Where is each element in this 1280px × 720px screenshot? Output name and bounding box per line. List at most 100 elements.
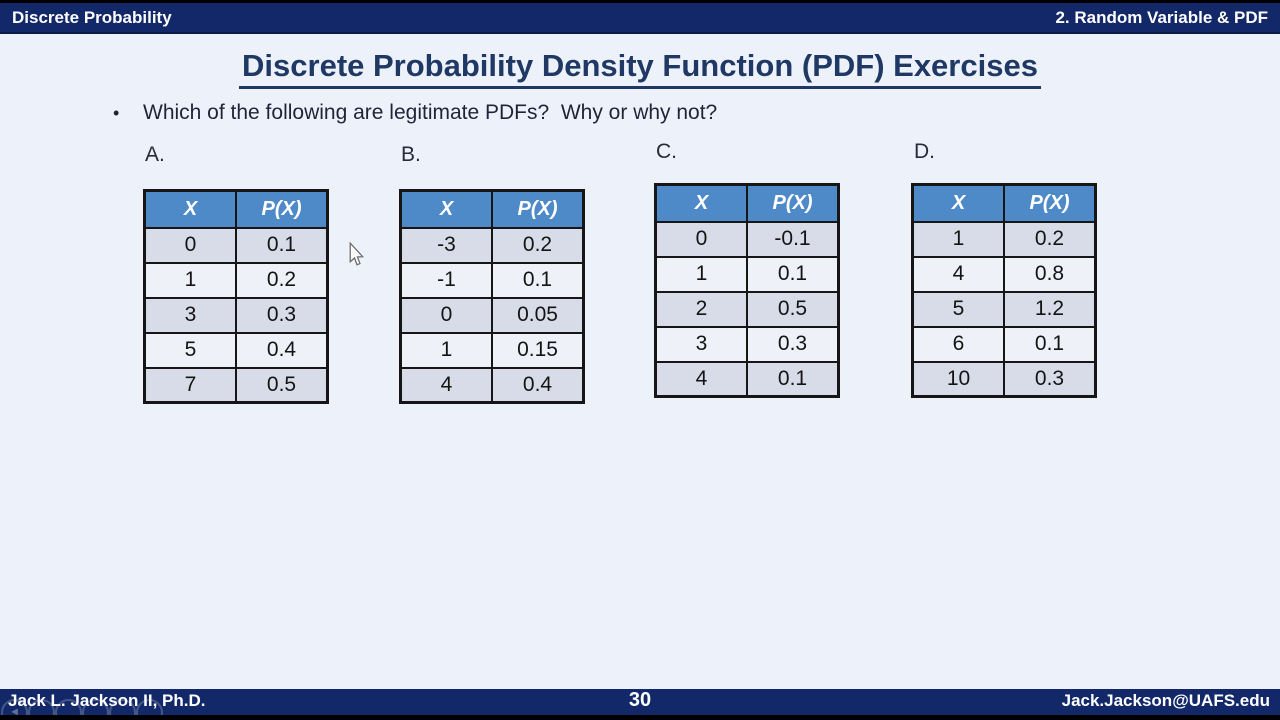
table-cell: 0 bbox=[143, 226, 237, 264]
pdf-table-b: X P(X) -3 0.2 -1 0.1 0 0.05 1 0.15 4 0.4 bbox=[399, 189, 585, 404]
table-cell: -0.1 bbox=[746, 220, 840, 258]
question-bullet: • Which of the following are legitimate … bbox=[113, 101, 717, 125]
table-cell: 6 bbox=[911, 325, 1005, 363]
bullet-icon: • bbox=[113, 103, 120, 123]
table-row: 4 0.1 bbox=[654, 360, 840, 398]
table-cell: 0.5 bbox=[235, 366, 329, 404]
column-header-px: P(X) bbox=[746, 183, 840, 223]
table-row: 3 0.3 bbox=[143, 296, 329, 334]
table-row: 5 0.4 bbox=[143, 331, 329, 369]
table-row: 3 0.3 bbox=[654, 325, 840, 363]
column-header-x: X bbox=[399, 189, 493, 229]
table-row: 4 0.8 bbox=[911, 255, 1097, 293]
header-chapter-title: 2. Random Variable & PDF bbox=[1055, 7, 1268, 27]
table-cell: 5 bbox=[143, 331, 237, 369]
player-control-icon[interactable] bbox=[28, 699, 55, 720]
table-row: 0 0.1 bbox=[143, 226, 329, 264]
table-cell: 2 bbox=[654, 290, 748, 328]
table-row: 10 0.3 bbox=[911, 360, 1097, 398]
table-cell: 1 bbox=[143, 261, 237, 299]
column-header-px: P(X) bbox=[235, 189, 329, 229]
table-cell: 4 bbox=[911, 255, 1005, 293]
player-rewind-icon[interactable]: ◄ bbox=[1, 699, 28, 720]
footer-email: Jack.Jackson@UAFS.edu bbox=[1061, 691, 1270, 710]
table-header-row: X P(X) bbox=[399, 189, 585, 229]
table-header-row: X P(X) bbox=[654, 183, 840, 223]
table-cell: 1 bbox=[654, 255, 748, 293]
table-cell: 0.3 bbox=[235, 296, 329, 334]
top-border-strip bbox=[0, 0, 1280, 3]
table-label-d: D. bbox=[914, 140, 935, 163]
mouse-cursor-icon bbox=[347, 241, 365, 272]
table-label-b: B. bbox=[401, 143, 421, 166]
table-cell: 0.4 bbox=[491, 366, 585, 404]
pdf-table-c: X P(X) 0 -0.1 1 0.1 2 0.5 3 0.3 4 0.1 bbox=[654, 183, 840, 398]
table-cell: 3 bbox=[654, 325, 748, 363]
slide-footer-bar: Jack L. Jackson II, Ph.D. 30 Jack.Jackso… bbox=[0, 689, 1280, 715]
table-cell: 0.4 bbox=[235, 331, 329, 369]
table-cell: -3 bbox=[399, 226, 493, 264]
table-label-c: C. bbox=[656, 140, 677, 163]
table-row: 5 1.2 bbox=[911, 290, 1097, 328]
page-number: 30 bbox=[628, 689, 652, 711]
table-cell: 4 bbox=[399, 366, 493, 404]
table-row: 1 0.15 bbox=[399, 331, 585, 369]
table-cell: 5 bbox=[911, 290, 1005, 328]
pdf-table-d: X P(X) 1 0.2 4 0.8 5 1.2 6 0.1 10 0.3 bbox=[911, 183, 1097, 398]
slide-title-row: Discrete Probability Density Function (P… bbox=[0, 48, 1280, 89]
table-cell: -1 bbox=[399, 261, 493, 299]
column-header-px: P(X) bbox=[1003, 183, 1097, 223]
slide-header-bar: Discrete Probability 2. Random Variable … bbox=[0, 3, 1280, 34]
table-label-a: A. bbox=[145, 143, 165, 166]
question-text: Which of the following are legitimate PD… bbox=[143, 101, 718, 124]
bottom-border-strip bbox=[0, 715, 1280, 720]
table-row: 7 0.5 bbox=[143, 366, 329, 404]
table-cell: 0.1 bbox=[235, 226, 329, 264]
table-cell: 4 bbox=[654, 360, 748, 398]
player-control-icon[interactable] bbox=[109, 699, 136, 720]
player-control-icon[interactable] bbox=[55, 699, 82, 720]
pdf-table-a: X P(X) 0 0.1 1 0.2 3 0.3 5 0.4 7 0.5 bbox=[143, 189, 329, 404]
table-row: 0 0.05 bbox=[399, 296, 585, 334]
table-cell: 0.1 bbox=[1003, 325, 1097, 363]
column-header-x: X bbox=[911, 183, 1005, 223]
table-cell: 0.3 bbox=[746, 325, 840, 363]
table-cell: 1.2 bbox=[1003, 290, 1097, 328]
table-row: 1 0.1 bbox=[654, 255, 840, 293]
table-header-row: X P(X) bbox=[143, 189, 329, 229]
table-cell: 0 bbox=[654, 220, 748, 258]
table-header-row: X P(X) bbox=[911, 183, 1097, 223]
table-cell: 1 bbox=[399, 331, 493, 369]
player-control-icon[interactable] bbox=[82, 699, 109, 720]
header-section-title: Discrete Probability bbox=[12, 7, 172, 27]
table-row: -1 0.1 bbox=[399, 261, 585, 299]
table-cell: 0.15 bbox=[491, 331, 585, 369]
page-title: Discrete Probability Density Function (P… bbox=[239, 48, 1041, 89]
table-row: 6 0.1 bbox=[911, 325, 1097, 363]
table-cell: 0.1 bbox=[746, 360, 840, 398]
table-cell: 0.2 bbox=[235, 261, 329, 299]
table-cell: 0.1 bbox=[746, 255, 840, 293]
table-cell: 1 bbox=[911, 220, 1005, 258]
table-row: 1 0.2 bbox=[911, 220, 1097, 258]
table-row: -3 0.2 bbox=[399, 226, 585, 264]
player-control-icon[interactable] bbox=[136, 699, 163, 720]
table-cell: 0.2 bbox=[1003, 220, 1097, 258]
table-cell: 10 bbox=[911, 360, 1005, 398]
table-cell: 3 bbox=[143, 296, 237, 334]
table-row: 1 0.2 bbox=[143, 261, 329, 299]
table-cell: 0.05 bbox=[491, 296, 585, 334]
table-cell: 0.3 bbox=[1003, 360, 1097, 398]
table-cell: 7 bbox=[143, 366, 237, 404]
table-row: 4 0.4 bbox=[399, 366, 585, 404]
table-row: 2 0.5 bbox=[654, 290, 840, 328]
column-header-x: X bbox=[143, 189, 237, 229]
table-cell: 0.5 bbox=[746, 290, 840, 328]
table-cell: 0.2 bbox=[491, 226, 585, 264]
table-cell: 0.1 bbox=[491, 261, 585, 299]
column-header-x: X bbox=[654, 183, 748, 223]
table-cell: 0 bbox=[399, 296, 493, 334]
table-row: 0 -0.1 bbox=[654, 220, 840, 258]
column-header-px: P(X) bbox=[491, 189, 585, 229]
